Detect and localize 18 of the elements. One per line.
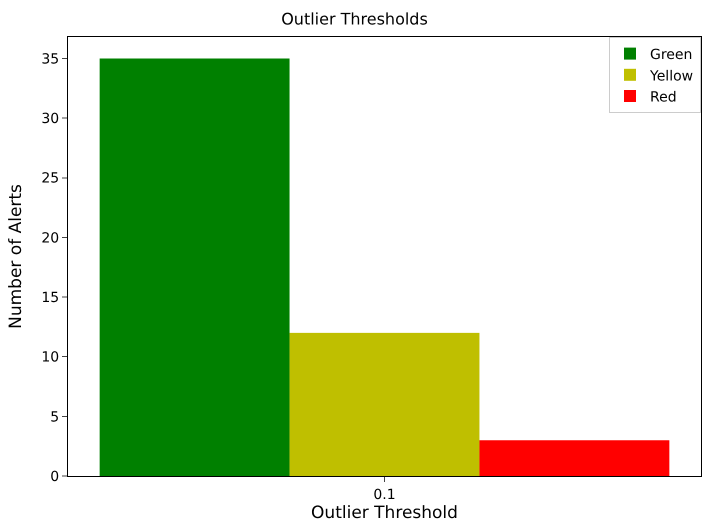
chart-title: Outlier Thresholds [281, 9, 428, 28]
x-axis-title: Outlier Threshold [311, 503, 458, 524]
y-tick-label: 35 [41, 51, 60, 68]
legend-label: Yellow [649, 68, 694, 84]
y-tick-label: 25 [41, 170, 60, 187]
legend-label: Red [650, 89, 677, 106]
y-axis-title: Number of Alerts [6, 184, 26, 329]
y-tick-label: 10 [41, 350, 60, 366]
x-tick-label: 0.1 [373, 486, 396, 503]
bar [290, 332, 480, 476]
y-tick-label: 30 [41, 111, 60, 128]
y-tick-label: 20 [41, 230, 60, 246]
y-tick-label: 0 [50, 468, 60, 485]
y-tick-label: 5 [50, 409, 60, 426]
bar [100, 58, 290, 476]
bar [479, 440, 670, 476]
legend-label: Green [650, 47, 692, 64]
y-tick-label: 15 [41, 290, 60, 306]
